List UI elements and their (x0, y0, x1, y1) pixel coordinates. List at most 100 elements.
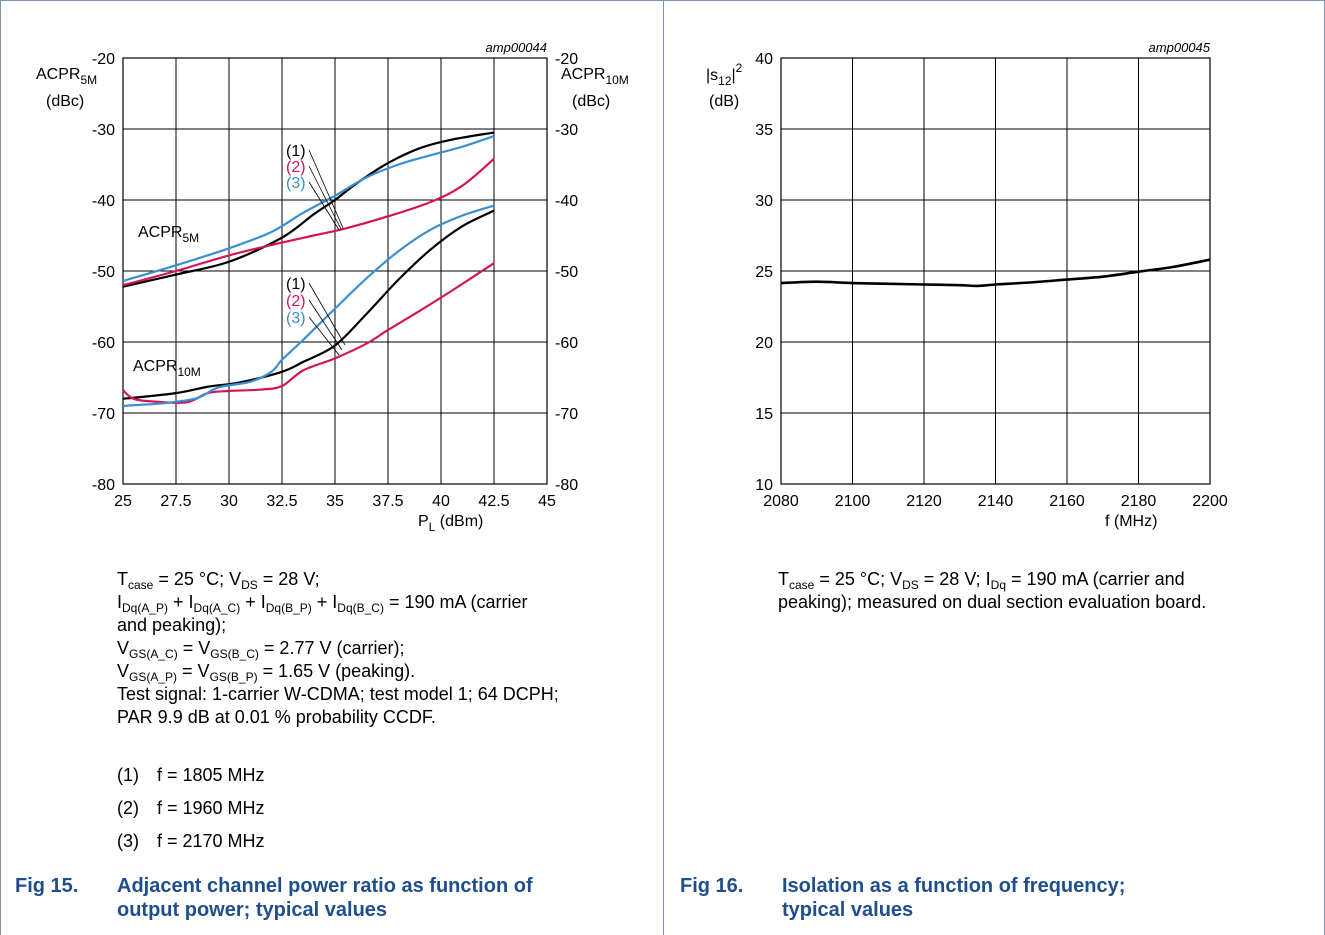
fig16-cond-line2: peaking); measured on dual section evalu… (778, 592, 1207, 612)
leader-line-1-bottom (308, 282, 346, 346)
x-tick-label-3: 2140 (978, 493, 1014, 510)
x-tick-label-1: 2100 (835, 493, 871, 510)
plot-frame (122, 57, 548, 485)
column-divider (663, 0, 664, 935)
y-right-tick-label-1: -30 (555, 122, 578, 139)
acpr-left-axis-label: ACPR5M (36, 66, 97, 87)
fig16-title-line1: Isolation as a function of frequency; (782, 875, 1126, 897)
y-tick-label-1: -30 (92, 122, 115, 139)
y-tick-label-2: -40 (92, 193, 115, 210)
acpr-chart: amp00044 -20 -30 -40 -50 -60 -70 -80 -20 -30 -40… (36, 40, 629, 534)
fig15-cond-line2: IDq(A_P) + IDq(A_C) + IDq(B_P) + IDq(B_C… (117, 592, 528, 615)
marker-2-bottom: (2) (286, 293, 306, 310)
x-tick-label-8: 45 (538, 493, 556, 510)
acpr-left-ticks: -20 -30 -40 -50 -60 -70 -80 (92, 51, 115, 494)
acpr5m-markers: (1) (2) (3) (286, 143, 344, 231)
x-tick-label-3: 32.5 (266, 493, 297, 510)
y-tick-label-3: 25 (755, 264, 773, 281)
fig16-conditions: Tcase = 25 °C; VDS = 28 V; IDq = 190 mA … (778, 568, 1318, 614)
acpr-x-ticks: 25 27.5 30 32.5 35 37.5 40 42.5 45 (114, 493, 556, 510)
leader-line-3-top (308, 181, 340, 231)
frame-left-rule (0, 0, 1, 935)
isolation-figure-code: amp00045 (1149, 40, 1211, 55)
isolation-series-line (780, 258, 1211, 288)
isolation-y-ticks: 40 35 30 25 20 15 10 (755, 51, 773, 494)
marker-3-top: (3) (286, 175, 306, 192)
isolation-x-ticks: 2080 2100 2120 2140 2160 2180 2200 (763, 493, 1228, 510)
acpr10m-series-line-3 (122, 204, 495, 407)
y-tick-label-6: -80 (92, 477, 115, 494)
fig15-conditions: Tcase = 25 °C; VDS = 28 V; IDq(A_P) + ID… (117, 568, 657, 729)
leader-line-3-bottom (308, 316, 340, 356)
fig15-cond-line5: VGS(A_P) = VGS(B_P) = 1.65 V (peaking). (117, 661, 416, 684)
acpr-figure-code: amp00044 (486, 40, 547, 55)
fig15-cond-line3: and peaking); (117, 615, 227, 635)
acpr-series (122, 131, 495, 407)
x-tick-label-2: 2120 (906, 493, 942, 510)
fig15-cond-line7: PAR 9.9 dB at 0.01 % probability CCDF. (117, 707, 436, 727)
fig15-cond-line1: Tcase = 25 °C; VDS = 28 V; (117, 569, 320, 592)
acpr10m-group-label: ACPR10M (133, 358, 201, 379)
y-tick-label-6: 10 (755, 477, 773, 494)
isolation-grid (780, 57, 1211, 485)
x-tick-label-5: 2180 (1121, 493, 1157, 510)
acpr10m-series-line-1 (122, 209, 495, 400)
y-tick-label-3: -50 (92, 264, 115, 281)
y-tick-label-1: 35 (755, 122, 773, 139)
acpr-x-axis-label: PL (dBm) (418, 513, 483, 534)
fig15-title: Fig 15. Adjacent channel power ratio as f… (15, 874, 533, 922)
leader-line-2-top (308, 165, 342, 230)
plot-frame (780, 57, 1211, 485)
x-tick-label-4: 35 (326, 493, 344, 510)
y-right-tick-label-4: -60 (555, 335, 578, 352)
acpr-right-axis-label: ACPR10M (561, 66, 629, 87)
y-tick-label-5: 15 (755, 406, 773, 423)
y-tick-label-2: 30 (755, 193, 773, 210)
x-tick-label-1: 27.5 (160, 493, 191, 510)
y-tick-label-5: -70 (92, 406, 115, 423)
fig15-title-line1: Adjacent channel power ratio as function… (117, 875, 533, 897)
x-tick-label-6: 40 (432, 493, 450, 510)
isolation-y-axis-label: |s12|2 (706, 61, 743, 88)
marker-3-bottom: (3) (286, 310, 306, 327)
fig15-title-line2: output power; typical values (117, 899, 388, 921)
x-tick-label-6: 2200 (1192, 493, 1228, 510)
frame-top-rule (0, 0, 1325, 1)
leader-line-2-bottom (308, 299, 343, 351)
y-right-tick-label-5: -70 (555, 406, 578, 423)
y-right-tick-label-0: -20 (555, 51, 578, 68)
x-tick-label-7: 42.5 (478, 493, 509, 510)
x-tick-label-0: 25 (114, 493, 132, 510)
y-right-tick-label-6: -80 (555, 477, 578, 494)
fig15-number: Fig 15. (15, 875, 79, 897)
fig16-number: Fig 16. (680, 875, 744, 897)
acpr-right-axis-unit: (dBc) (572, 93, 610, 110)
x-tick-label-2: 30 (220, 493, 238, 510)
marker-2-top: (2) (286, 159, 306, 176)
y-tick-label-4: 20 (755, 335, 773, 352)
acpr5m-group-label: ACPR5M (138, 224, 199, 245)
y-right-tick-label-2: -40 (555, 193, 578, 210)
acpr5m-series-line-1 (122, 131, 495, 288)
fig15-cond-line6: Test signal: 1-carrier W-CDMA; test mode… (117, 684, 559, 704)
marker-1-bottom: (1) (286, 276, 306, 293)
fig16-title: Fig 16. Isolation as a function of freque… (680, 874, 1125, 922)
acpr-right-ticks: -20 -30 -40 -50 -60 -70 -80 (555, 51, 578, 494)
x-tick-label-5: 37.5 (372, 493, 403, 510)
fig16-cond-line1: Tcase = 25 °C; VDS = 28 V; IDq = 190 mA … (778, 569, 1185, 592)
acpr5m-series-line-3 (122, 135, 495, 282)
isolation-y-axis-unit: (dB) (709, 93, 739, 110)
x-tick-label-4: 2160 (1049, 493, 1085, 510)
isolation-x-axis-label: f (MHz) (1105, 513, 1157, 530)
acpr5m-series-line-2 (122, 157, 495, 287)
acpr-left-axis-unit: (dBc) (46, 93, 84, 110)
acpr10m-markers: (1) (2) (3) (286, 276, 346, 356)
fig16-title-line2: typical values (782, 899, 914, 921)
y-tick-label-0: -20 (92, 51, 115, 68)
marker-1-top: (1) (286, 143, 306, 160)
isolation-chart: amp00045 40 35 30 25 20 15 10 2080 2100 2120 2140… (706, 40, 1228, 530)
fig15-cond-line4: VGS(A_C) = VGS(B_C) = 2.77 V (carrier); (117, 638, 405, 661)
leader-line-1-top (308, 149, 344, 229)
y-right-tick-label-3: -50 (555, 264, 578, 281)
x-tick-label-0: 2080 (763, 493, 799, 510)
